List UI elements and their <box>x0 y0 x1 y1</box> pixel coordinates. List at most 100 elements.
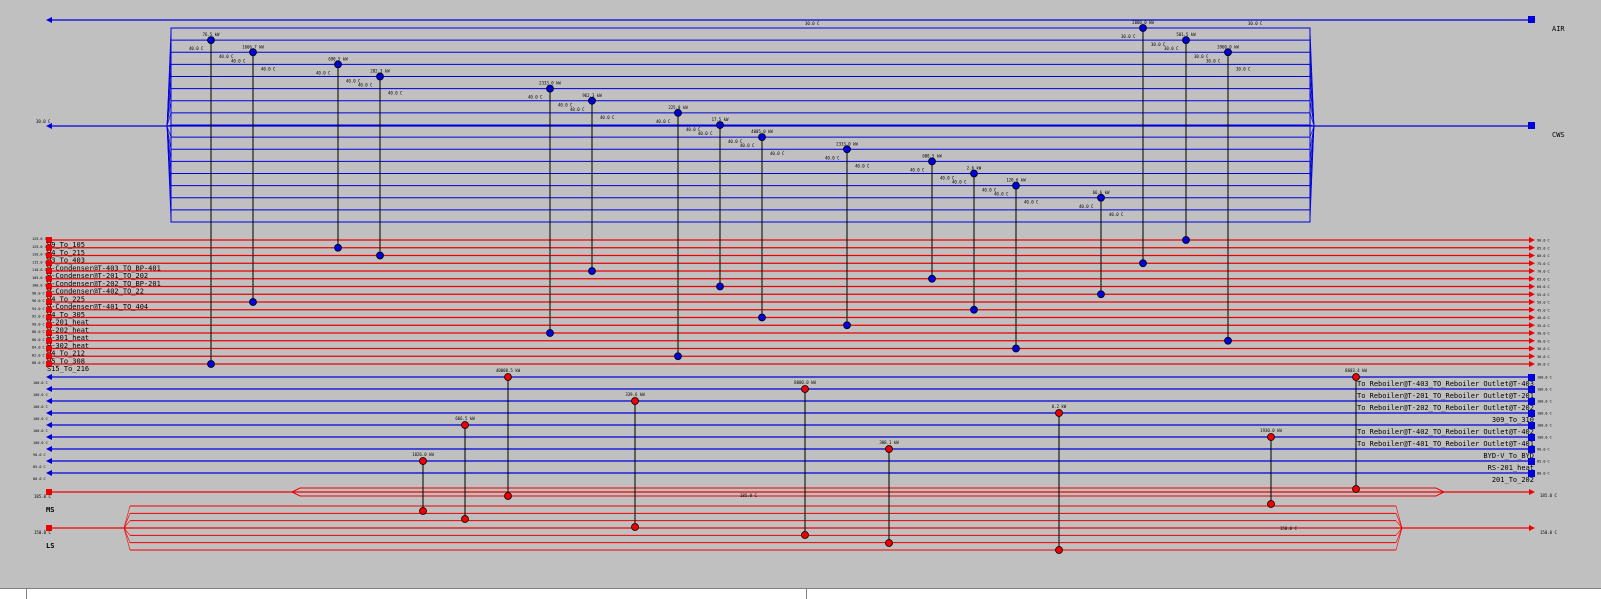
cooler-temp-label: 30.0 C <box>1121 34 1136 39</box>
cold-stream-target-icon <box>1528 446 1535 453</box>
hot-stream-source-icon <box>46 260 52 267</box>
heater-node-icon <box>419 457 427 465</box>
cold-stream-arrow-icon <box>46 446 52 452</box>
hot-stream-supply-temp: 120.0 C <box>32 253 47 257</box>
cooler-node-icon <box>249 48 257 57</box>
hot-stream-arrow-icon <box>1529 291 1535 298</box>
heater-node-icon <box>1352 485 1360 493</box>
hot-stream-supply-temp: 105.0 C <box>32 276 47 280</box>
hot-stream-target-temp: 55.0 C <box>1537 293 1550 297</box>
hot-stream-supply-temp: 94.0 C <box>32 307 45 311</box>
hot-stream-label: H-301_heat <box>47 334 89 342</box>
heater-node-icon <box>504 373 512 381</box>
cold-stream-label: BYD-V_To_BYD <box>1483 452 1534 460</box>
hot-stream-supply-temp: 110.0 C <box>32 268 47 272</box>
hot-stream-arrow-icon <box>1529 314 1535 321</box>
cooler-temp-label: 40.0 C <box>940 175 955 180</box>
cooler-node-icon <box>207 360 215 368</box>
cooler-duty-label: 600.5 kW <box>922 153 942 158</box>
hot-stream-target-temp: 30.0 C <box>1537 339 1550 343</box>
hot-stream-target-temp: 85.0 C <box>1537 246 1550 250</box>
cooler-duty-label: 2000.0 kW <box>1132 20 1154 25</box>
hot-stream-label: H-202_heat <box>47 326 89 334</box>
hot-stream-target-temp: 30.0 C <box>1537 363 1550 367</box>
cold-stream-label: To Reboiler@T-403_TO_Reboiler Outlet@T-4… <box>1357 380 1534 388</box>
hot-stream-label: H-302_heat <box>47 342 89 350</box>
hot-stream-arrow-icon <box>1529 268 1535 274</box>
cooler-temp-label: 40.0 C <box>219 54 234 59</box>
air-arrow-icon <box>46 17 52 23</box>
heater-duty-label: 666.5 kW <box>455 416 475 421</box>
hot-stream-arrow-icon <box>1529 237 1535 243</box>
hot-stream-arrow-icon <box>1529 330 1535 336</box>
hot-stream-label: H3_To_403 <box>47 257 85 265</box>
ls-branch-split <box>123 513 131 529</box>
cooler-temp-label: 40.0 C <box>558 103 573 108</box>
cold-stream-arrow-icon <box>46 470 52 476</box>
hot-stream-supply-temp: 115.0 C <box>32 260 47 264</box>
hot-stream-arrow-icon <box>1529 260 1535 267</box>
cooler-duty-label: 76.5 kW <box>203 32 220 37</box>
cold-stream-arrow-icon <box>46 374 52 380</box>
ls-mid-temp: 150.0 C <box>1280 526 1297 531</box>
ms-out-temp: 185.0 C <box>1540 493 1557 498</box>
hot-stream-source-icon <box>46 322 52 329</box>
cooler-temp-label: 40.0 C <box>189 46 204 51</box>
cooler-temp-label: 40.0 C <box>770 151 785 156</box>
air-branch-merge <box>166 125 172 138</box>
hot-stream-source-icon <box>46 314 52 321</box>
hot-stream-arrow-icon <box>1529 299 1535 305</box>
cooler-node-icon <box>716 282 724 291</box>
heater-node-icon <box>631 523 639 531</box>
cooler-temp-label: 40.0 C <box>600 115 615 120</box>
cold-stream-arrow-icon <box>46 410 52 416</box>
hot-stream-source-icon <box>46 291 52 298</box>
cws-target-icon <box>1528 122 1535 129</box>
cold-stream-supply-temp: 100.0 C <box>33 429 48 433</box>
cold-stream-target-icon <box>1528 434 1535 441</box>
cooler-temp-label: 40.0 C <box>952 180 967 185</box>
cooler-temp-label: 40.0 C <box>698 131 713 136</box>
ls-branch-split <box>123 520 131 529</box>
cooler-duty-label: 225.0 kW <box>668 105 688 110</box>
air-branch-split <box>1309 112 1315 127</box>
cooler-temp-label: 30.0 C <box>1194 54 1209 59</box>
heater-node-icon <box>419 507 427 515</box>
hot-stream-source-icon <box>46 283 52 290</box>
hot-stream-source-icon <box>46 353 52 360</box>
ls-branch-split <box>123 527 131 543</box>
hot-stream-target-temp: 90.0 C <box>1537 239 1550 243</box>
hot-stream-target-temp: 45.0 C <box>1537 308 1550 312</box>
heater-node-icon <box>1352 373 1360 381</box>
hot-stream-label: H5_To_308 <box>47 357 85 365</box>
hot-stream-label: H9_To_105 <box>47 241 85 249</box>
cooler-node-icon <box>1097 290 1105 299</box>
hot-stream-label: H4_To_225 <box>47 295 85 303</box>
ls-branch-merge <box>1395 527 1403 551</box>
ls-branch-split <box>123 527 131 551</box>
utility-ms-left-temp: 185.0 C <box>34 494 51 499</box>
cooler-node-icon <box>1012 181 1020 190</box>
heater-node-icon <box>1267 433 1275 441</box>
cold-stream-supply-temp: 100.0 C <box>33 441 48 445</box>
cold-stream-label: To Reboiler@T-402_TO_Reboiler Outlet@T-4… <box>1357 428 1534 436</box>
cooler-node-icon <box>928 274 936 283</box>
hot-stream-supply-temp: 125.0 C <box>32 237 47 241</box>
cooler-temp-label: 40.0 C <box>570 107 585 112</box>
hot-stream-source-icon <box>46 275 52 282</box>
cooler-temp-label: 30.0 C <box>1164 46 1179 51</box>
ms-arrow-icon <box>1529 489 1535 495</box>
cooler-node-icon <box>674 352 682 361</box>
cold-stream-label: To Reboiler@T-201_TO_Reboiler Outlet@T-2… <box>1357 392 1534 400</box>
utility-ms-label: MS <box>46 506 54 514</box>
cooler-node-icon <box>334 243 342 252</box>
hot-stream-label: H-Condenser@T-201_TO_202 <box>47 272 148 280</box>
heater-node-icon <box>461 421 469 429</box>
ls-branch-merge <box>1395 505 1403 529</box>
heater-duty-label: 1930.0 kW <box>1260 428 1282 433</box>
cold-stream-target-icon <box>1528 422 1535 429</box>
hot-stream-arrow-icon <box>1529 252 1535 259</box>
heater-node-icon <box>885 539 893 547</box>
cooler-temp-label: 30.0 C <box>1206 58 1221 63</box>
hot-stream-arrow-icon <box>1529 283 1535 290</box>
